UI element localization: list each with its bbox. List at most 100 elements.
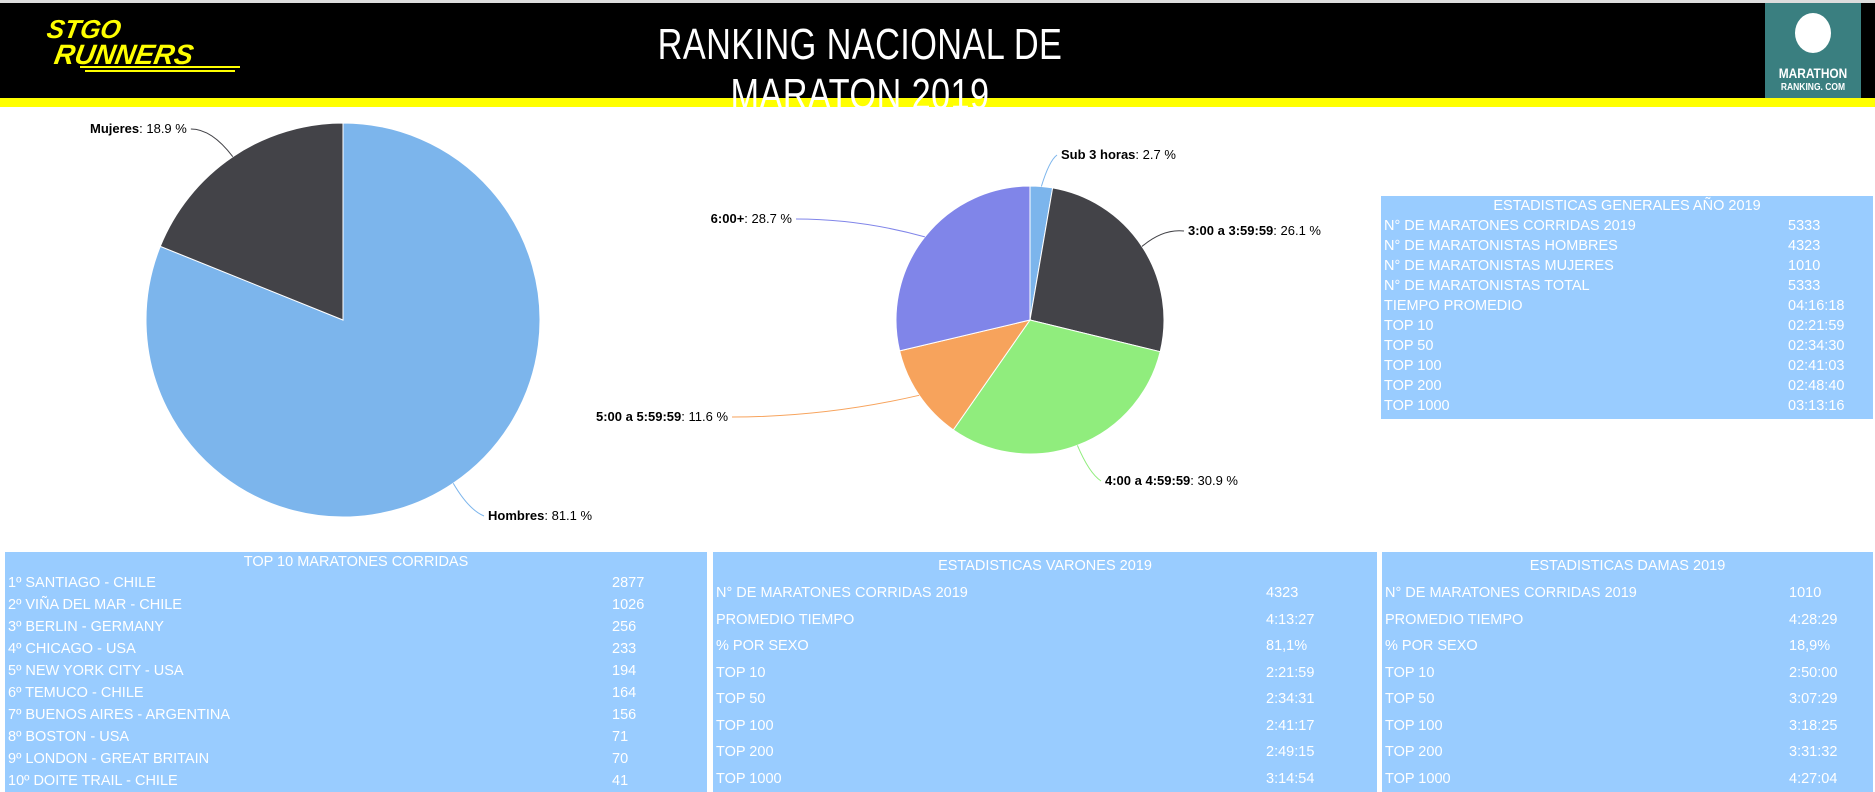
row-value: 5333: [1788, 218, 1821, 234]
table-title: TOP 10 MARATONES CORRIDAS: [243, 554, 469, 570]
row-label: 4º CHICAGO - USA: [8, 641, 136, 657]
row-value: 3:14:54: [1266, 770, 1315, 787]
row-value: 02:21:59: [1788, 318, 1845, 334]
row-value: 5333: [1788, 278, 1821, 294]
row-value: 2:49:15: [1266, 744, 1315, 760]
row-value: 2:34:31: [1266, 691, 1315, 707]
marathon-ranking-logo[interactable]: MARATHON RANKING. COM: [1765, 3, 1861, 98]
logo-text-line1: MARATHON: [1778, 65, 1848, 81]
table-row: TOP 50 3:07:29: [1382, 686, 1873, 713]
row-value: 18,9%: [1789, 638, 1831, 654]
row-label: PROMEDIO TIEMPO: [1385, 611, 1524, 628]
row-value: 4323: [1788, 238, 1821, 254]
slice-value: : 26.1 %: [1273, 223, 1321, 238]
table-row: TOP 200 02:48:40: [1381, 376, 1873, 396]
row-label: TOP 1000: [716, 770, 782, 787]
slice-connector-line: [1141, 230, 1185, 247]
row-label: 6º TEMUCO - CHILE: [8, 685, 144, 701]
pie-data-label: 4:00 a 4:59:59: 30.9 %: [1105, 473, 1238, 488]
row-label: % POR SEXO: [1385, 638, 1478, 654]
row-label: N° DE MARATONES CORRIDAS 2019: [1384, 218, 1636, 234]
slice-connector-line: [190, 128, 234, 158]
top-border: [0, 0, 1875, 3]
row-label: 2º VIÑA DEL MAR - CHILE: [8, 597, 182, 613]
table-row: TOP 1000 4:27:04: [1382, 766, 1873, 792]
table-row: TOP 200 2:49:15: [713, 739, 1377, 766]
row-label: 3º BERLIN - GERMANY: [8, 619, 164, 635]
row-label: TOP 100: [1384, 358, 1442, 374]
pie-slice-mujeres[interactable]: [159, 122, 344, 321]
row-value: 1010: [1789, 585, 1822, 601]
pie-slice-5-00-a-5-59-59[interactable]: [899, 319, 1032, 431]
table-row: TOP 1000 3:14:54: [713, 766, 1377, 792]
row-label: TOP 100: [716, 717, 774, 734]
table-row: TOP 100 02:41:03: [1381, 356, 1873, 376]
row-value: 164: [612, 685, 637, 701]
row-label: N° DE MARATONES CORRIDAS 2019: [1385, 585, 1637, 601]
table-row: N° DE MARATONISTAS MUJERES 1010: [1381, 256, 1873, 276]
row-value: 02:48:40: [1788, 378, 1845, 394]
table-row: 4º CHICAGO - USA 233: [5, 638, 707, 660]
pie-slice-3-00-a-3-59-59[interactable]: [1029, 187, 1165, 353]
row-value: 81,1%: [1266, 638, 1308, 654]
row-label: % POR SEXO: [716, 638, 809, 654]
slice-value: : 2.7 %: [1135, 147, 1176, 162]
row-value: 4323: [1266, 585, 1299, 601]
header-bar: [0, 3, 1875, 98]
general-stats-table: ESTADISTICAS GENERALES AÑO 2019 N° DE MAR…: [1381, 196, 1873, 419]
row-value: 1010: [1788, 258, 1821, 274]
slice-name: 6:00+: [710, 211, 745, 226]
row-label: N° DE MARATONES CORRIDAS 2019: [716, 585, 968, 601]
table-row: N° DE MARATONES CORRIDAS 2019 4323: [713, 580, 1377, 607]
row-label: TOP 1000: [1384, 398, 1450, 414]
table-row: 5º NEW YORK CITY - USA 194: [5, 660, 707, 682]
svg-text:STGO: STGO: [45, 14, 124, 44]
row-value: 2877: [612, 575, 645, 591]
header-accent-stripe: [0, 98, 1875, 107]
table-row: 1º SANTIAGO - CHILE 2877: [5, 572, 707, 594]
row-label: TOP 200: [716, 744, 774, 760]
slice-value: : 18.9 %: [139, 121, 187, 136]
pie-data-label: Hombres: 81.1 %: [488, 508, 592, 523]
pie-data-label: Sub 3 horas: 2.7 %: [1061, 147, 1176, 162]
slice-name: Sub 3 horas: [1061, 147, 1136, 162]
table-row: 9º LONDON - GREAT BRITAIN 70: [5, 748, 707, 770]
table-row: TOP 100 3:18:25: [1382, 713, 1873, 740]
row-label: 8º BOSTON - USA: [8, 729, 130, 745]
slice-value: : 11.6 %: [681, 409, 728, 424]
row-label: PROMEDIO TIEMPO: [716, 611, 855, 628]
row-label: N° DE MARATONISTAS HOMBRES: [1384, 238, 1618, 254]
row-value: 3:31:32: [1789, 744, 1838, 760]
table-row: 2º VIÑA DEL MAR - CHILE 1026: [5, 594, 707, 616]
row-label: TOP 50: [1384, 338, 1434, 354]
row-value: 156: [612, 707, 637, 723]
stgo-runners-logo: STGO RUNNERS: [45, 14, 240, 72]
row-value: 4:13:27: [1266, 611, 1315, 628]
pie-slice-4-00-a-4-59-59[interactable]: [952, 319, 1161, 455]
logo-circle-icon: [1795, 13, 1831, 53]
pie-data-label: 5:00 a 5:59:59: 11.6 %: [596, 409, 728, 424]
row-value: 233: [612, 641, 637, 657]
slice-value: : 30.9 %: [1190, 473, 1238, 488]
slice-name: 4:00 a 4:59:59: [1105, 473, 1191, 488]
row-value: 3:18:25: [1789, 717, 1838, 734]
row-label: 1º SANTIAGO - CHILE: [8, 575, 156, 591]
table-title: ESTADISTICAS GENERALES AÑO 2019: [1493, 198, 1761, 214]
women-stats-table: ESTADISTICAS DAMAS 2019 N° DE MARATONES C…: [1382, 552, 1873, 792]
table-row: % POR SEXO 18,9%: [1382, 633, 1873, 660]
pie-data-label: Mujeres: 18.9 %: [90, 121, 187, 136]
table-row: TOP 200 3:31:32: [1382, 739, 1873, 766]
table-row: 7º BUENOS AIRES - ARGENTINA 156: [5, 704, 707, 726]
row-value: 71: [612, 729, 629, 745]
row-value: 1026: [612, 597, 645, 613]
page-title: RANKING NACIONAL DE MARATON 2019: [657, 20, 1063, 119]
logo-text-line2: RANKING. COM: [1780, 82, 1846, 93]
slice-connector-line: [795, 218, 926, 238]
row-label: TOP 100: [1385, 717, 1443, 734]
table-title: ESTADISTICAS DAMAS 2019: [1529, 558, 1726, 574]
row-label: TOP 1000: [1385, 770, 1451, 787]
pie-slice-6-00-[interactable]: [895, 185, 1031, 352]
table-row: 3º BERLIN - GERMANY 256: [5, 616, 707, 638]
table-row: TOP 100 2:41:17: [713, 713, 1377, 740]
row-value: 194: [612, 663, 637, 679]
